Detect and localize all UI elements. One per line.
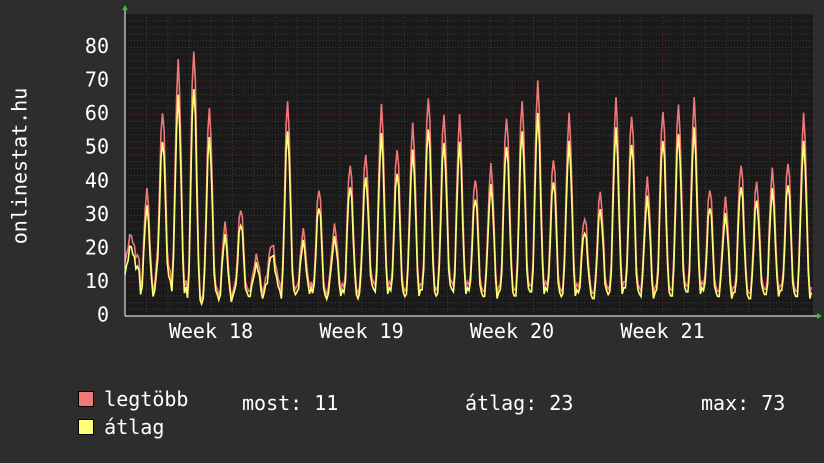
legend-item-avg: átlag <box>30 391 164 463</box>
stat-max-label: max: <box>701 391 750 415</box>
legend-item-max: legtöbb <box>30 363 188 435</box>
x-tick-label: Week 18 <box>169 319 253 343</box>
stat-average: átlag: 23 <box>465 391 573 415</box>
y-tick-label: 60 <box>85 101 109 125</box>
y-tick-label: 50 <box>85 135 109 159</box>
y-tick-label: 70 <box>85 68 109 92</box>
y-tick-label: 0 <box>97 303 109 327</box>
stat-max: max: 73 <box>701 391 785 415</box>
x-tick-label: Week 19 <box>319 319 403 343</box>
axis-layer: 0 10 20 30 40 50 60 70 80 Week 18 Week 19 Week 20 We… <box>85 5 822 343</box>
y-tick-label: 30 <box>85 202 109 226</box>
stat-average-value: 23 <box>549 391 574 415</box>
y-tick-label: 10 <box>85 269 109 293</box>
stat-current: most: 11 <box>242 391 338 415</box>
stat-average-label: átlag: <box>465 391 538 415</box>
x-tick-label: Week 21 <box>620 319 704 343</box>
y-tick-label: 40 <box>85 168 109 192</box>
y-axis-label: onlinestat.hu <box>8 88 32 245</box>
rrd-chart: 0 10 20 30 40 50 60 70 80 Week 18 Week 19 Week 20 We… <box>8 5 822 343</box>
avg-series-swatch <box>78 419 95 435</box>
series-line-avg <box>124 89 813 307</box>
y-axis-arrow <box>122 5 128 10</box>
stat-current-value: 11 <box>314 391 339 415</box>
legend-avg-label: átlag <box>104 415 165 439</box>
max-series-swatch <box>78 391 95 407</box>
stat-max-value: 73 <box>761 391 786 415</box>
y-tick-label: 20 <box>85 235 109 259</box>
x-tick-label: Week 20 <box>470 319 554 343</box>
y-tick-label: 80 <box>85 34 109 58</box>
stat-current-label: most: <box>242 391 303 415</box>
chart-container: 0 10 20 30 40 50 60 70 80 Week 18 Week 19 Week 20 We… <box>8 5 822 439</box>
x-axis-arrow <box>817 313 822 319</box>
series-layer <box>124 51 813 307</box>
legend-max-label: legtöbb <box>104 387 189 411</box>
